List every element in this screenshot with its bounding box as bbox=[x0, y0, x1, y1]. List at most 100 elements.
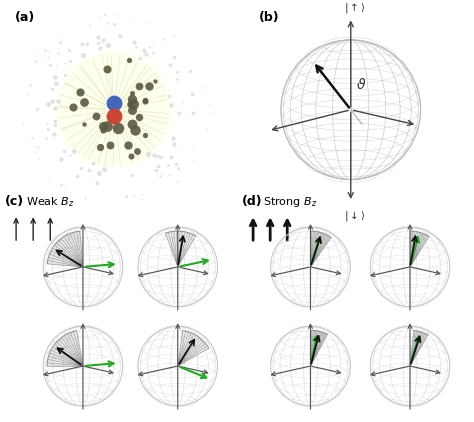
Point bbox=[128, 152, 135, 159]
Point bbox=[100, 123, 107, 130]
Point bbox=[128, 121, 136, 128]
Point bbox=[28, 135, 36, 141]
Point bbox=[103, 19, 110, 26]
Point bbox=[173, 68, 180, 75]
Point bbox=[110, 100, 118, 106]
Point bbox=[44, 100, 52, 107]
Text: $|\uparrow\rangle$: $|\uparrow\rangle$ bbox=[344, 1, 365, 15]
Point bbox=[57, 181, 64, 188]
Point bbox=[170, 54, 178, 60]
Point bbox=[150, 50, 157, 57]
Point bbox=[83, 41, 91, 48]
Point bbox=[172, 161, 180, 168]
Point bbox=[52, 80, 60, 87]
Circle shape bbox=[56, 52, 172, 168]
Point bbox=[128, 172, 136, 179]
Point bbox=[44, 126, 51, 133]
Point bbox=[125, 57, 133, 63]
Point bbox=[198, 89, 206, 95]
Point bbox=[57, 155, 64, 162]
Point bbox=[167, 102, 175, 108]
Point bbox=[90, 160, 97, 167]
Text: Strong $B_z$: Strong $B_z$ bbox=[263, 195, 318, 209]
Point bbox=[168, 154, 175, 160]
Point bbox=[76, 89, 83, 96]
Point bbox=[136, 82, 143, 89]
Point bbox=[165, 172, 173, 179]
Text: (b): (b) bbox=[258, 11, 279, 24]
Point bbox=[111, 11, 119, 18]
Point bbox=[145, 150, 152, 157]
Point bbox=[140, 47, 148, 54]
Point bbox=[124, 141, 132, 148]
Polygon shape bbox=[310, 231, 331, 267]
Point bbox=[81, 194, 89, 201]
Point bbox=[81, 120, 88, 127]
Text: (c): (c) bbox=[5, 195, 24, 208]
Point bbox=[73, 172, 81, 179]
Point bbox=[142, 97, 149, 104]
Text: Weak $B_z$: Weak $B_z$ bbox=[26, 195, 74, 209]
Point bbox=[126, 101, 133, 108]
Point bbox=[136, 55, 144, 62]
Point bbox=[79, 52, 86, 59]
Point bbox=[130, 192, 138, 199]
Point bbox=[78, 165, 85, 171]
Point bbox=[148, 38, 155, 44]
Point bbox=[50, 131, 58, 138]
Point bbox=[188, 157, 196, 163]
Point bbox=[141, 97, 149, 103]
Point bbox=[22, 135, 30, 142]
Point bbox=[54, 49, 62, 56]
Point bbox=[161, 36, 168, 43]
Point bbox=[155, 153, 162, 160]
Point bbox=[116, 32, 124, 39]
Point bbox=[96, 45, 104, 51]
Point bbox=[100, 126, 107, 133]
Point bbox=[23, 91, 30, 97]
Point bbox=[157, 154, 164, 161]
Point bbox=[61, 59, 69, 66]
Text: (a): (a) bbox=[15, 11, 35, 24]
Polygon shape bbox=[165, 231, 196, 267]
Point bbox=[42, 135, 49, 141]
Text: $|\downarrow\rangle$: $|\downarrow\rangle$ bbox=[344, 209, 365, 223]
Point bbox=[110, 20, 118, 27]
Polygon shape bbox=[47, 231, 83, 267]
Point bbox=[114, 124, 122, 131]
Point bbox=[62, 72, 69, 78]
Point bbox=[151, 78, 158, 84]
Point bbox=[145, 83, 153, 89]
Point bbox=[65, 47, 73, 54]
Point bbox=[129, 100, 137, 107]
Point bbox=[132, 44, 140, 51]
Point bbox=[103, 65, 111, 72]
Point bbox=[45, 48, 52, 54]
Point bbox=[128, 16, 135, 23]
Point bbox=[80, 99, 87, 106]
Point bbox=[19, 120, 27, 127]
Point bbox=[164, 162, 172, 168]
Point bbox=[53, 62, 60, 69]
Point bbox=[133, 148, 140, 154]
Point bbox=[131, 127, 139, 134]
Point bbox=[35, 155, 43, 162]
Point bbox=[44, 54, 52, 60]
Point bbox=[48, 98, 55, 105]
Point bbox=[206, 109, 214, 116]
Point bbox=[94, 33, 102, 40]
Point bbox=[60, 147, 68, 154]
Point bbox=[94, 40, 102, 47]
Polygon shape bbox=[410, 330, 428, 366]
Point bbox=[107, 141, 114, 148]
Point bbox=[187, 68, 194, 74]
Point bbox=[96, 170, 103, 177]
Polygon shape bbox=[310, 330, 327, 366]
Point bbox=[48, 86, 56, 92]
Point bbox=[204, 100, 212, 107]
Point bbox=[104, 42, 112, 49]
Point bbox=[43, 124, 51, 131]
Point bbox=[100, 165, 108, 172]
Point bbox=[178, 99, 185, 106]
Point bbox=[129, 107, 137, 114]
